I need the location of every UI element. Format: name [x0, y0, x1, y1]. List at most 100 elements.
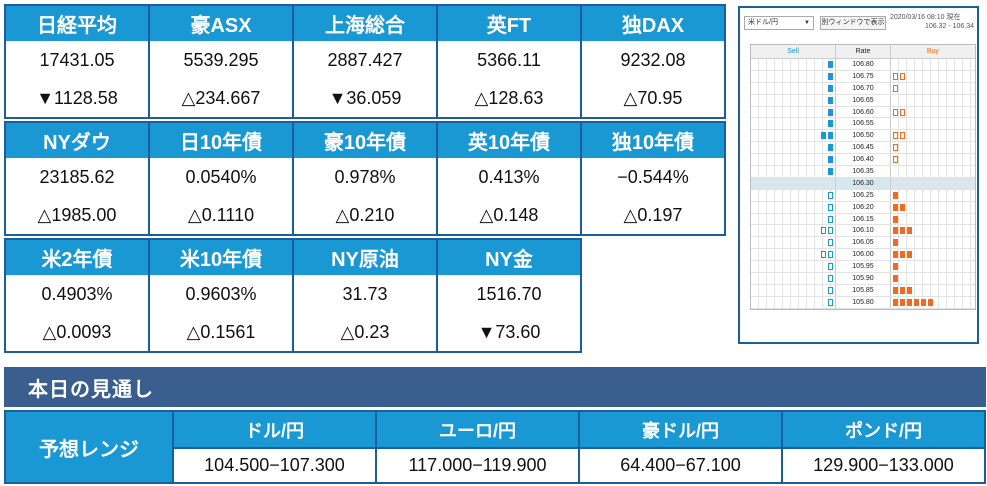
sell-order-bar — [828, 144, 834, 152]
market-grid-row-3: 米2年債 0.4903% △0.0093 米10年債 0.9603% △0.1561 N… — [4, 238, 582, 353]
orderbook-rate: 106.80 — [835, 59, 891, 70]
rate-column-header: Rate — [835, 45, 891, 58]
sell-position-bar — [821, 251, 827, 259]
market-cell-au10y: 豪10年債 0.978% △0.210 — [294, 123, 436, 234]
forecast-pair-name: 豪ドル/円 — [580, 412, 781, 447]
orderbook-row: 106.35 — [751, 166, 975, 178]
buy-position-bar — [892, 144, 898, 152]
market-name: 上海総合 — [294, 6, 436, 41]
market-cell-dax: 独DAX 9232.08 △70.95 — [582, 6, 724, 117]
sell-depth — [751, 237, 836, 249]
market-change: △0.1110 — [150, 196, 292, 234]
orderbook-row: 106.20 — [751, 201, 975, 214]
market-cell-ftse: 英FT 5366.11 △128.63 — [438, 6, 580, 117]
buy-column-header: Buy — [926, 48, 939, 55]
sell-position-bar — [828, 286, 834, 294]
market-cell-uk10y: 英10年債 0.413% △0.148 — [438, 123, 580, 234]
buy-depth — [890, 82, 975, 94]
orderbook-rate: 106.70 — [835, 82, 891, 94]
sell-depth — [751, 284, 836, 296]
sell-order-bar — [828, 156, 834, 164]
market-value: 5539.295 — [150, 41, 292, 79]
buy-position-bar — [892, 108, 898, 116]
buy-order-bar — [913, 298, 919, 306]
open-new-window-button[interactable]: 別ウィンドウで表示 — [820, 16, 886, 30]
buy-position-bar — [892, 156, 898, 164]
market-change: △1985.00 — [6, 196, 148, 234]
market-name: 豪ASX — [150, 6, 292, 41]
orderbook-rate: 106.45 — [835, 142, 891, 154]
sell-position-bar — [828, 227, 834, 235]
buy-depth — [890, 213, 975, 225]
market-value: 23185.62 — [6, 158, 148, 196]
market-change: △0.23 — [294, 313, 436, 351]
buy-position-bar — [899, 72, 905, 80]
orderbook-rate: 106.15 — [835, 213, 891, 225]
orderbook-row: 106.25 — [751, 189, 975, 202]
buy-order-bar — [927, 298, 933, 306]
forecast-pair-name: ポンド/円 — [783, 412, 984, 447]
forecast-pair-range: 117.000−119.900 — [377, 449, 578, 482]
orderbook-row: 106.10 — [751, 225, 975, 238]
market-name: 日10年債 — [150, 123, 292, 158]
buy-position-bar — [892, 132, 898, 140]
market-name: 米10年債 — [150, 240, 292, 275]
market-value: 0.413% — [438, 158, 580, 196]
buy-depth — [890, 94, 975, 106]
market-change: △0.0093 — [6, 313, 148, 351]
buy-depth — [890, 261, 975, 273]
buy-order-bar — [906, 298, 912, 306]
market-change: △0.197 — [582, 196, 724, 234]
market-cell-gold: NY金 1516.70 ▼73.60 — [438, 240, 580, 351]
sell-position-bar — [828, 275, 834, 283]
market-change: △0.1561 — [150, 313, 292, 351]
sell-depth — [751, 261, 836, 273]
currency-pair-select[interactable]: 米ドル/円 ▼ — [744, 16, 814, 30]
market-value: 5366.11 — [438, 41, 580, 79]
market-cell-us10y: 米10年債 0.9603% △0.1561 — [150, 240, 292, 351]
sell-order-bar — [828, 61, 834, 68]
forecast-pair-range: 104.500−107.300 — [174, 449, 375, 482]
orderbook-row: 106.65 — [751, 94, 975, 107]
buy-depth — [890, 249, 975, 261]
sell-order-bar — [821, 132, 827, 140]
orderbook-row: 106.45 — [751, 142, 975, 155]
forecast-title: 本日の見通し — [4, 367, 986, 407]
buy-depth — [890, 166, 975, 177]
sell-depth — [751, 154, 836, 166]
orderbook-row: 106.00 — [751, 249, 975, 262]
sell-depth — [751, 296, 836, 308]
currency-pair-value: 米ドル/円 — [748, 19, 778, 26]
buy-depth — [890, 237, 975, 249]
orderbook-rate: 106.35 — [835, 166, 891, 177]
buy-order-bar — [892, 275, 898, 283]
sell-depth — [751, 130, 836, 142]
sell-position-bar — [828, 215, 834, 223]
buy-position-bar — [899, 132, 905, 140]
market-change: ▼1128.58 — [6, 79, 148, 117]
market-name: NY原油 — [294, 240, 436, 275]
buy-order-bar — [892, 286, 898, 294]
forecast-col-eurjpy: ユーロ/円 117.000−119.900 — [377, 412, 578, 482]
sell-position-bar — [828, 251, 834, 259]
market-name: 豪10年債 — [294, 123, 436, 158]
buy-depth — [890, 189, 975, 201]
orderbook-row: 106.70 — [751, 82, 975, 95]
market-change: △0.148 — [438, 196, 580, 234]
buy-depth — [890, 201, 975, 213]
orderbook-row: 106.40 — [751, 154, 975, 167]
sell-depth — [751, 142, 836, 154]
market-cell-crude: NY原油 31.73 △0.23 — [294, 240, 436, 351]
market-cell-de10y: 独10年債 −0.544% △0.197 — [582, 123, 724, 234]
buy-order-bar — [899, 203, 905, 211]
orderbook-rate: 105.95 — [835, 261, 891, 273]
market-change: ▼73.60 — [438, 313, 580, 351]
forecast-col-audjpy: 豪ドル/円 64.400−67.100 — [580, 412, 781, 482]
orderbook-row: 105.80 — [751, 296, 975, 309]
orderbook-row: 106.15 — [751, 213, 975, 226]
market-cell-nikkei: 日経平均 17431.05 ▼1128.58 — [6, 6, 148, 117]
orderbook-bid-ask: 106.32 - 106.34 — [925, 23, 975, 30]
forecast-col-usdjpy: ドル/円 104.500−107.300 — [174, 412, 375, 482]
buy-order-bar — [892, 251, 898, 259]
orderbook-row: 105.95 — [751, 261, 975, 274]
